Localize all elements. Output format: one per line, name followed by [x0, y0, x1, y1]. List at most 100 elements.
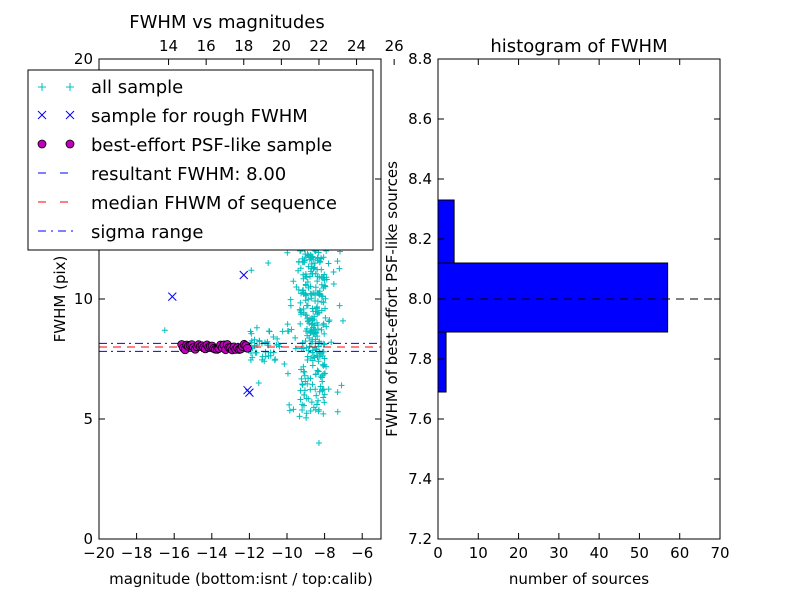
all-sample-point — [310, 265, 317, 272]
all-sample-point — [297, 387, 304, 394]
legend-entry-median-fwhm: median FHWM of sequence — [38, 193, 337, 214]
all-sample-point — [328, 339, 335, 346]
left-plot-data — [99, 243, 381, 446]
all-sample-point — [298, 311, 305, 318]
all-sample-point — [319, 372, 326, 379]
right-chart-title: histogram of FWHM — [490, 36, 667, 57]
left-top-tick-label: 20 — [272, 37, 291, 55]
all-sample-point — [314, 367, 321, 374]
left-top-tick-label: 26 — [385, 37, 404, 55]
histogram-bar — [437, 331, 447, 393]
all-sample-point — [297, 299, 304, 306]
all-sample-point — [311, 354, 318, 361]
all-sample-point — [295, 258, 302, 265]
rough-fwhm-point — [245, 388, 254, 397]
all-sample-point — [307, 290, 314, 297]
all-sample-point — [265, 260, 272, 266]
all-sample-point — [317, 383, 324, 390]
left-top-tick-label: 14 — [159, 37, 178, 55]
all-sample-point — [297, 320, 304, 327]
all-sample-point — [315, 397, 322, 404]
all-sample-point — [301, 372, 308, 379]
legend-marker-x — [37, 110, 75, 120]
all-sample-point — [315, 368, 322, 375]
right-y-tick-label: 8.0 — [408, 290, 432, 308]
all-sample-point — [259, 356, 266, 363]
legend-label-all-sample: all sample — [91, 77, 183, 98]
all-sample-point — [313, 392, 320, 399]
all-sample-point — [300, 402, 307, 409]
left-y-tick-label: 20 — [74, 50, 93, 68]
all-sample-point — [319, 378, 326, 385]
all-sample-point — [309, 305, 316, 312]
all-sample-point — [312, 270, 319, 277]
all-sample-point — [247, 357, 254, 364]
left-x-tick-label: −10 — [271, 544, 303, 562]
all-sample-point — [292, 345, 299, 352]
right-y-tick-label: 8.8 — [408, 50, 432, 68]
all-sample-point — [322, 295, 329, 302]
right-x-axis-label: number of sources — [509, 570, 649, 588]
all-sample-point — [249, 354, 256, 361]
all-sample-point — [303, 292, 310, 299]
left-x-tick-label: −18 — [121, 544, 153, 562]
all-sample-point — [334, 258, 341, 265]
all-sample-point — [336, 265, 343, 272]
all-sample-point — [321, 391, 328, 398]
all-sample-point — [307, 273, 314, 280]
left-top-tick-label: 18 — [234, 37, 253, 55]
all-sample-point — [310, 308, 317, 315]
legend-entry-resultant-fwhm: resultant FWHM: 8.00 — [38, 164, 286, 185]
left-chart-title: FWHM vs magnitudes — [129, 12, 324, 33]
all-sample-point — [308, 291, 315, 298]
right-x-tick-label: 20 — [509, 544, 528, 562]
all-sample-point — [266, 328, 273, 335]
all-sample-point — [334, 408, 341, 415]
all-sample-point — [304, 315, 311, 322]
all-sample-point — [274, 335, 281, 342]
all-sample-point — [284, 370, 291, 377]
all-sample-point — [309, 336, 316, 343]
all-sample-point — [284, 321, 291, 328]
all-sample-point — [287, 296, 294, 303]
all-sample-point — [303, 414, 310, 421]
all-sample-point — [312, 406, 319, 413]
left-top-tick-label: 22 — [309, 37, 328, 55]
right-axis-ticks: 0 10 20 30 40 50 60 70 7.2 7.4 7.6 7.8 8.0 8.2 8.4 8.6 8… — [408, 50, 729, 562]
all-sample-point — [326, 317, 333, 324]
all-sample-point — [305, 395, 312, 402]
all-sample-point — [322, 305, 329, 312]
legend-entry-all-sample: all sample — [38, 77, 183, 98]
all-sample-point — [320, 386, 327, 393]
all-sample-point — [330, 269, 337, 276]
all-sample-point — [306, 343, 313, 350]
all-sample-point — [265, 352, 272, 359]
all-sample-point — [161, 327, 168, 334]
all-sample-point — [302, 270, 309, 277]
all-sample-point — [270, 349, 277, 356]
all-sample-point — [303, 274, 310, 281]
all-sample-point — [286, 407, 293, 414]
all-sample-point — [323, 274, 330, 281]
all-sample-point — [305, 263, 312, 270]
right-x-tick-label: 50 — [630, 544, 649, 562]
all-sample-point — [336, 302, 343, 309]
histogram-bar — [437, 199, 455, 264]
all-sample-point — [308, 321, 315, 328]
all-sample-point — [311, 313, 318, 320]
all-sample-point — [318, 326, 325, 333]
right-y-tick-label: 7.8 — [408, 350, 432, 368]
fwhm-vs-magnitude-panel: FWHM vs magnitudes −20 −18 −16 −14 −12 −10 −8−… — [27, 12, 404, 588]
all-sample-point — [321, 282, 328, 289]
right-x-tick-label: 10 — [469, 544, 488, 562]
all-sample-point — [334, 389, 341, 396]
all-sample-point — [287, 302, 294, 309]
left-x-tick-label: −14 — [196, 544, 228, 562]
all-sample-point — [330, 280, 337, 287]
histogram-bar — [437, 262, 669, 333]
all-sample-point — [339, 317, 346, 324]
all-sample-point — [322, 314, 329, 321]
legend-entry-sigma-range: sigma range — [38, 222, 203, 243]
all-sample-point — [298, 375, 305, 382]
